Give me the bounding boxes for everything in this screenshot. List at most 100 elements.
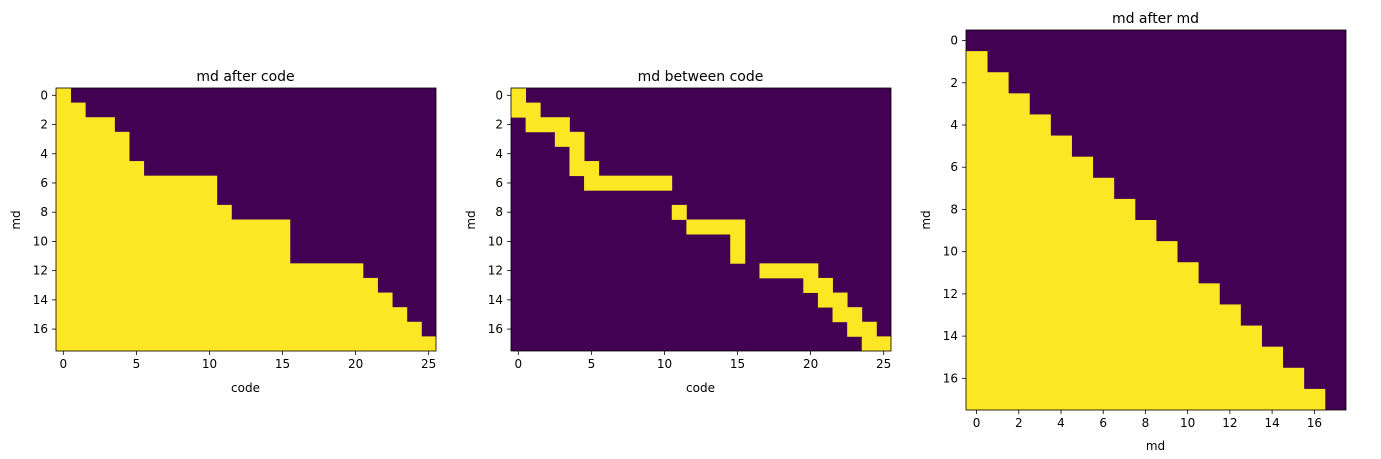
heatmap-cell-run [832, 307, 863, 323]
heatmap-cell-run [966, 346, 1284, 369]
y-tick-label: 2 [495, 118, 503, 132]
x-tick-label: 15 [730, 357, 745, 371]
y-tick-label: 16 [488, 322, 503, 336]
heatmap-cell-run [56, 263, 364, 279]
heatmap-panel-md-after-code: md after code 0 5 10 15 20 25 0 2 4 6 8 10 12 14 16 co… [9, 69, 437, 395]
axes-frame [965, 29, 1347, 411]
heatmap-cell-run [56, 88, 72, 104]
x-tick-label: 0 [514, 357, 522, 371]
y-tick-label: 4 [40, 147, 48, 161]
heatmap-cell-run [966, 325, 1262, 348]
heatmap-cell-run [671, 204, 687, 220]
heatmap-cell-run [56, 190, 218, 206]
y-axis-label: md [464, 210, 478, 229]
x-axis-label: code [231, 381, 260, 395]
x-tick-label: 20 [803, 357, 818, 371]
y-axis-label: md [919, 210, 933, 229]
heatmap-cell-run [56, 336, 437, 352]
heatmap-cell-run [584, 175, 673, 191]
heatmap-cell-run [966, 220, 1157, 242]
y-tick-label: 0 [40, 88, 48, 102]
heatmap-cell-run [511, 88, 527, 104]
x-tick-label: 14 [1264, 416, 1279, 430]
heatmap-cell-run [817, 292, 848, 308]
y-tick-label: 8 [40, 205, 48, 219]
heatmap-cells [966, 30, 1346, 411]
y-tick-label: 0 [950, 34, 958, 48]
x-tick-label: 25 [876, 357, 891, 371]
axes: 0 5 10 15 20 25 0 2 4 6 8 10 12 14 16 [488, 87, 892, 371]
heatmap-cell-run [511, 102, 541, 118]
y-tick-label: 12 [33, 264, 48, 278]
axes-frame [55, 87, 437, 352]
x-tick-label: 4 [1057, 416, 1065, 430]
heatmap-cell-run [686, 219, 746, 235]
heatmap-cell-run [966, 262, 1199, 284]
heatmap-cell-run [730, 248, 746, 264]
heatmap-cells [56, 88, 437, 352]
heatmap-cell-run [525, 117, 570, 133]
y-tick-label: 10 [33, 234, 48, 248]
heatmap-cell-run [56, 102, 86, 118]
heatmap-cell-run [966, 304, 1241, 326]
heatmap-panel-md-between-code: md between code 0 5 10 15 20 250246810121416 … [464, 69, 892, 395]
x-tick-label: 25 [421, 357, 436, 371]
heatmap-cell-run [56, 131, 130, 147]
chart-title: md after md [1112, 11, 1199, 27]
y-tick-label: 12 [488, 264, 503, 278]
heatmap-cell-run [966, 283, 1220, 305]
axes-frame [510, 87, 892, 352]
heatmap-cell-run [847, 321, 877, 337]
heatmap-cell-run [803, 277, 833, 293]
x-axis-label: md [1146, 439, 1165, 453]
x-axis-label: code [686, 381, 715, 395]
y-tick-label: 4 [950, 118, 958, 132]
heatmap-cell-run [56, 146, 130, 162]
heatmap-cell-run [966, 135, 1072, 158]
heatmap-panel-md-after-md: md after md 0 2 4 6 8 10 12 14 16 0 2 4 6 8 10 12 14 16 m… [919, 11, 1347, 453]
heatmap-cell-run [966, 198, 1136, 221]
heatmap-cell-run [730, 234, 746, 250]
heatmap-cell-run [56, 234, 291, 250]
x-tick-label: 12 [1222, 416, 1237, 430]
axes: 0 2 4 6 8 10 12 14 16 0 2 4 6 8 10 12 14 16 [943, 29, 1347, 430]
heatmap-cell-run [966, 156, 1094, 179]
heatmap-cells [511, 88, 892, 352]
heatmap-cell-run [569, 146, 585, 162]
x-tick-label: 10 [1180, 416, 1195, 430]
y-tick-label: 6 [40, 176, 48, 190]
x-tick-label: 0 [59, 357, 67, 371]
heatmap-cell-run [56, 292, 393, 308]
y-tick-label: 14 [488, 293, 503, 307]
y-tick-label: 2 [40, 118, 48, 132]
y-tick-label: 8 [495, 205, 503, 219]
y-tick-label: 10 [488, 234, 503, 248]
heatmap-cell-run [56, 117, 115, 133]
heatmap-cell-run [56, 219, 291, 235]
x-tick-label: 8 [1142, 416, 1150, 430]
chart-title: md after code [196, 69, 294, 85]
y-tick-label: 16 [33, 322, 48, 336]
y-tick-label: 14 [33, 293, 48, 307]
chart-title: md between code [638, 69, 764, 85]
x-tick-label: 16 [1307, 416, 1322, 430]
heatmap-cell-run [966, 72, 1009, 94]
heatmap-cell-run [56, 307, 408, 323]
x-tick-label: 6 [1099, 416, 1107, 430]
heatmap-cell-run [56, 204, 232, 220]
heatmap-cell-run [966, 388, 1326, 411]
y-tick-label: 6 [495, 176, 503, 190]
y-axis-label: md [9, 210, 23, 229]
heatmap-cell-run [56, 321, 422, 337]
x-tick-label: 15 [275, 357, 290, 371]
y-tick-label: 4 [495, 147, 503, 161]
x-tick-label: 5 [588, 357, 596, 371]
y-tick-label: 16 [943, 371, 958, 385]
y-tick-label: 8 [950, 202, 958, 216]
heatmap-cell-run [759, 263, 819, 279]
x-tick-label: 20 [348, 357, 363, 371]
y-tick-label: 10 [943, 245, 958, 259]
axes: 0 5 10 15 20 25 0 2 4 6 8 10 12 14 16 [33, 87, 437, 371]
heatmap-cell-run [966, 93, 1030, 115]
